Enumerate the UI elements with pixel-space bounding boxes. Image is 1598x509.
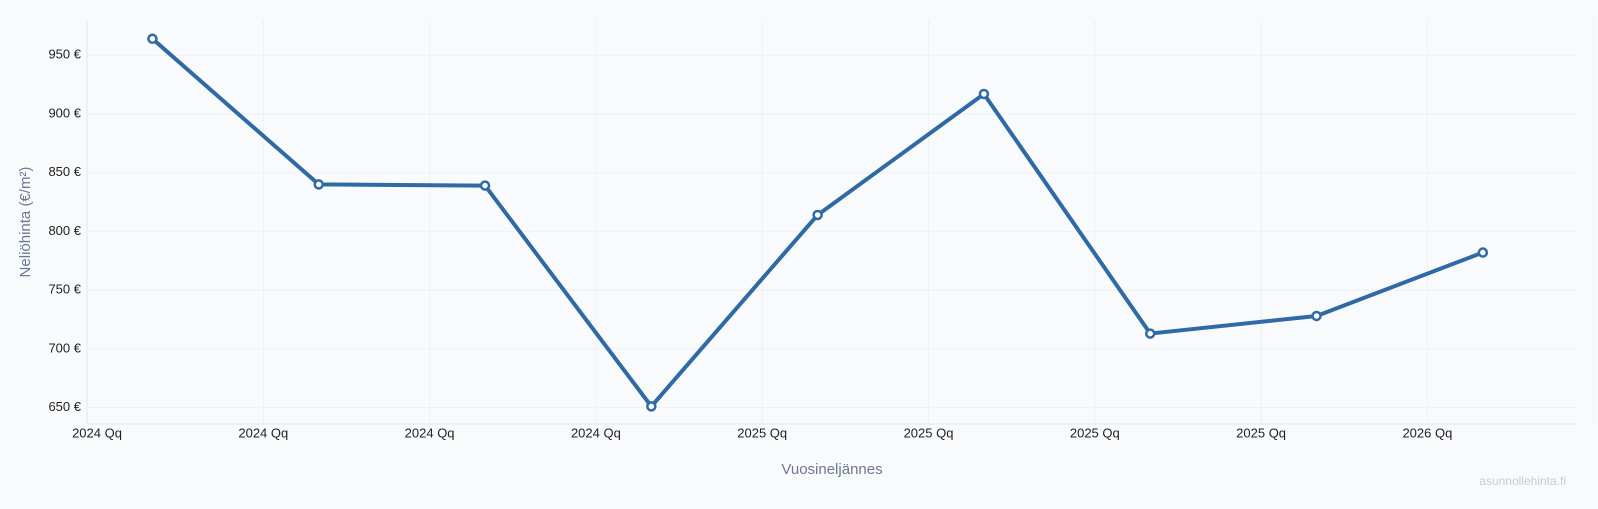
point bbox=[812, 209, 823, 221]
x-tick-label: 2026 Qq bbox=[1402, 425, 1452, 440]
point bbox=[646, 401, 657, 412]
y-tick-label: 650 € bbox=[48, 399, 81, 414]
point bbox=[1477, 247, 1489, 258]
point bbox=[313, 179, 324, 190]
y-tick-label: 950 € bbox=[48, 47, 81, 62]
line bbox=[151, 37, 1484, 409]
y-tick-label: 850 € bbox=[48, 164, 81, 179]
watermark: asunnollehinta.fi bbox=[1479, 474, 1566, 488]
x-tick-label: 2024 Qq bbox=[405, 425, 455, 440]
x-tick-label: 2025 Qq bbox=[1070, 425, 1120, 440]
y-tick-label: 750 € bbox=[48, 282, 81, 297]
x-tick-label: 2024 Qq bbox=[571, 425, 621, 440]
y-tick-label: 900 € bbox=[48, 105, 81, 120]
x-tick-label: 2024 Qq bbox=[72, 425, 122, 440]
y-tick-label: 800 € bbox=[48, 223, 81, 238]
grid bbox=[87, 20, 1595, 424]
x-tick-label: 2024 Qq bbox=[238, 425, 288, 440]
x-tick-label: 2025 Qq bbox=[737, 425, 787, 440]
point bbox=[978, 88, 990, 100]
y-axis-title: Neliöhinta (€/m²) bbox=[17, 167, 34, 278]
point bbox=[479, 180, 491, 191]
y-tick-label: 700 € bbox=[48, 340, 81, 355]
point bbox=[1144, 328, 1156, 339]
x-axis-title: Vuosineljännes bbox=[781, 461, 882, 478]
x-tick-label: 2025 Qq bbox=[1236, 425, 1286, 440]
x-tick-label: 2025 Qq bbox=[904, 425, 954, 440]
point bbox=[147, 33, 158, 45]
point bbox=[1311, 310, 1322, 322]
